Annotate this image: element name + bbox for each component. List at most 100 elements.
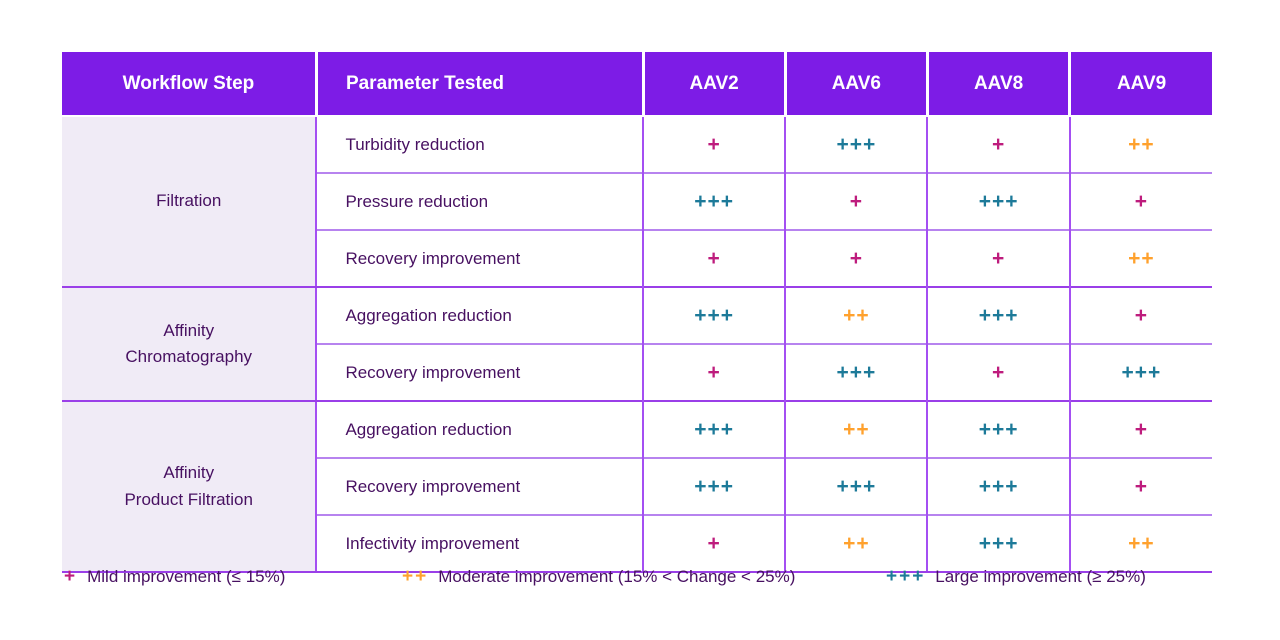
parameter-cell: Recovery improvement [315, 343, 643, 401]
legend-item-moderate: ++ Moderate improvement (15% < Change < … [402, 566, 795, 588]
value-cell: + [1068, 172, 1212, 230]
workflow-group-cell-filtration: Filtration [62, 116, 317, 288]
value-cell: +++ [641, 400, 786, 458]
improvement-marks: ++ [843, 531, 870, 555]
improvement-marks: + [1134, 189, 1148, 213]
value-cell: + [1068, 286, 1212, 344]
value-cell: +++ [641, 457, 786, 515]
column-header-aav8: AAV8 [927, 52, 1072, 117]
value-cell: +++ [1068, 343, 1212, 401]
table-row: Affinity Chromatography Aggregation redu… [62, 286, 1212, 402]
value-cell: +++ [784, 116, 928, 173]
workflow-group-cell-affinity-product-filtration: Affinity Product Filtration [62, 400, 317, 573]
legend-item-mild: + Mild improvement (≤ 15%) [64, 566, 285, 588]
improvement-marks: + [1134, 417, 1148, 441]
improvement-marks: +++ [694, 189, 735, 213]
improvement-marks: +++ [1121, 360, 1162, 384]
value-cell: +++ [784, 343, 928, 401]
value-cell: + [784, 229, 928, 287]
improvement-table: Workflow Step Parameter Tested AAV2 AAV6… [62, 52, 1212, 573]
column-header-aav6: AAV6 [785, 52, 929, 117]
parameter-cell: Aggregation reduction [315, 400, 643, 458]
improvement-marks: +++ [978, 303, 1019, 327]
table-row: Recovery improvement + + + ++ [62, 229, 1212, 287]
column-header-aav9: AAV9 [1069, 52, 1212, 117]
improvement-marks: + [707, 246, 721, 270]
table-row: Recovery improvement +++ +++ +++ + [62, 457, 1212, 515]
table-row: Infectivity improvement + ++ +++ ++ [62, 514, 1212, 573]
parameter-cell: Aggregation reduction [315, 286, 643, 344]
workflow-group-cell-affinity-chromatography: Affinity Chromatography [62, 286, 317, 402]
improvement-marks: + [1134, 474, 1148, 498]
parameter-cell: Recovery improvement [315, 229, 643, 287]
legend-label: Large improvement (≥ 25%) [935, 567, 1146, 586]
header-row: Workflow Step Parameter Tested AAV2 AAV6… [62, 52, 1212, 117]
value-cell: ++ [784, 286, 928, 344]
improvement-marks: +++ [694, 474, 735, 498]
value-cell: ++ [1068, 116, 1212, 173]
improvement-marks: + [991, 246, 1006, 270]
parameter-cell: Infectivity improvement [315, 514, 643, 573]
value-cell: + [926, 343, 1070, 401]
value-cell: + [641, 343, 786, 401]
improvement-marks: + [707, 360, 721, 384]
column-header-aav2: AAV2 [643, 52, 787, 117]
improvement-marks: +++ [694, 303, 735, 327]
value-cell: + [641, 514, 786, 573]
improvement-marks: +++ [836, 474, 877, 498]
improvement-marks: + [849, 246, 863, 270]
value-cell: +++ [926, 172, 1070, 230]
improvement-marks: + [707, 132, 721, 156]
improvement-marks: +++ [836, 132, 877, 156]
value-cell: +++ [641, 286, 786, 344]
value-cell: +++ [926, 457, 1070, 515]
legend-item-large: +++ Large improvement (≥ 25%) [886, 566, 1146, 588]
parameter-cell: Turbidity reduction [315, 116, 643, 173]
improvement-table-container: Workflow Step Parameter Tested AAV2 AAV6… [62, 52, 1212, 573]
value-cell: ++ [1068, 229, 1212, 287]
value-cell: ++ [784, 514, 928, 573]
value-cell: + [784, 172, 928, 230]
improvement-marks: +++ [836, 360, 877, 384]
value-cell: +++ [926, 286, 1070, 344]
column-header-parameter-tested: Parameter Tested [316, 52, 645, 117]
table-row: Affinity Product Filtration Aggregation … [62, 400, 1212, 573]
value-cell: +++ [926, 514, 1070, 573]
moderate-plus-icon: ++ [402, 566, 429, 587]
table-row: Recovery improvement + +++ + +++ [62, 343, 1212, 401]
improvement-marks: + [849, 189, 863, 213]
column-header-workflow-step: Workflow Step [62, 52, 318, 117]
value-cell: + [641, 116, 786, 173]
improvement-marks: +++ [978, 189, 1019, 213]
improvement-marks: + [707, 531, 721, 555]
mild-plus-icon: + [64, 566, 78, 587]
value-cell: ++ [1068, 514, 1212, 573]
improvement-marks: ++ [843, 417, 870, 441]
value-cell: ++ [784, 400, 928, 458]
improvement-marks: ++ [1128, 132, 1155, 156]
large-plus-icon: +++ [886, 566, 926, 587]
improvement-marks: + [1134, 303, 1148, 327]
value-cell: + [926, 229, 1070, 287]
value-cell: +++ [926, 400, 1070, 458]
improvement-marks: + [991, 132, 1006, 156]
value-cell: + [1068, 457, 1212, 515]
value-cell: +++ [641, 172, 786, 230]
improvement-marks: + [991, 360, 1006, 384]
table-row: Filtration Turbidity reduction + +++ + +… [62, 116, 1212, 288]
improvement-marks: +++ [978, 474, 1019, 498]
parameter-cell: Pressure reduction [315, 172, 643, 230]
parameter-cell: Recovery improvement [315, 457, 643, 515]
value-cell: + [1068, 400, 1212, 458]
legend-label: Mild improvement (≤ 15%) [87, 567, 286, 586]
improvement-marks: +++ [694, 417, 735, 441]
improvement-marks: ++ [1128, 246, 1155, 270]
improvement-marks: +++ [978, 531, 1019, 555]
value-cell: + [641, 229, 786, 287]
value-cell: + [926, 116, 1070, 173]
legend-label: Moderate improvement (15% < Change < 25%… [438, 567, 796, 586]
improvement-marks: ++ [1128, 531, 1155, 555]
improvement-marks: +++ [978, 417, 1019, 441]
table-row: Pressure reduction +++ + +++ + [62, 172, 1212, 230]
value-cell: +++ [784, 457, 928, 515]
